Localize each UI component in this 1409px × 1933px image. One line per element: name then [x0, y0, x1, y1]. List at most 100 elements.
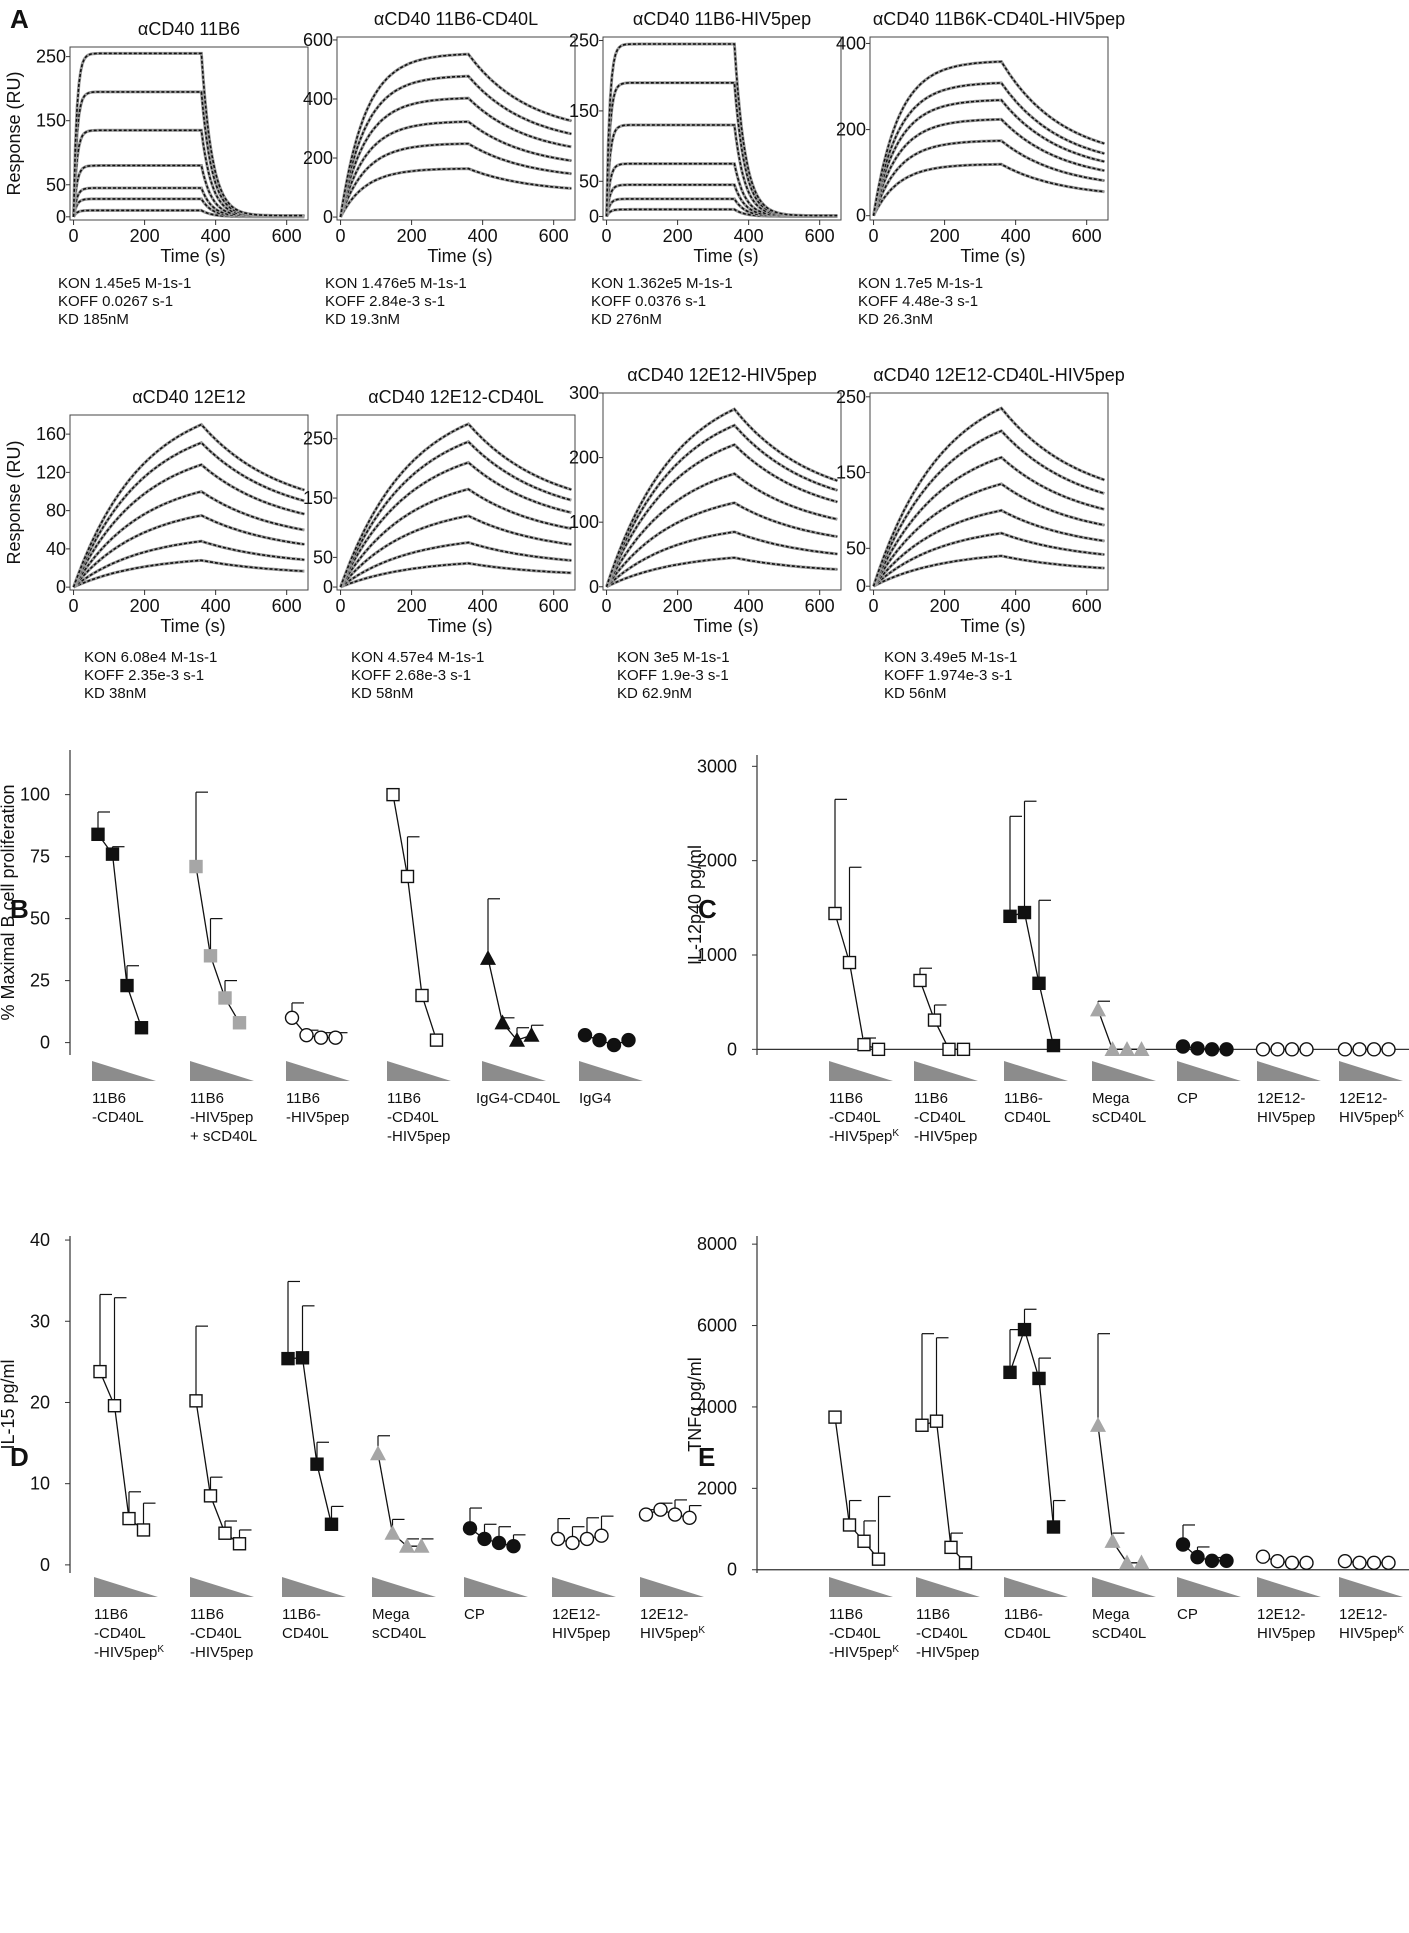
fit-curve	[872, 531, 1105, 588]
group-label: -CD40L	[916, 1625, 968, 1642]
kinetics-text: KOFF 0.0267 s-1	[58, 293, 173, 310]
x-tick-label: 600	[805, 596, 835, 616]
group-label: 11B6-	[1004, 1090, 1043, 1107]
y-tick-label: 100	[20, 785, 50, 805]
group-label: sCD40L	[372, 1625, 426, 1642]
data-curve	[873, 555, 1105, 587]
data-marker-circle	[579, 1531, 595, 1547]
y-tick-label: 200	[836, 120, 866, 140]
data-marker-square	[429, 1033, 444, 1047]
data-marker-square	[218, 991, 232, 1005]
series-line	[377, 1453, 422, 1547]
x-tick-label: 400	[201, 226, 231, 246]
data-marker-triangle	[1118, 1041, 1136, 1056]
data-marker-square	[1046, 1520, 1061, 1534]
data-curve	[339, 440, 572, 588]
series-group: 11B6- CD40L	[281, 1280, 346, 1642]
data-marker-circle	[1175, 1537, 1191, 1552]
x-tick-label: 400	[1001, 226, 1031, 246]
data-marker-circle	[1270, 1553, 1285, 1569]
data-marker-circle	[1381, 1555, 1396, 1571]
series-group: 11B6 -CD40L -HIV5pepK	[828, 1410, 899, 1661]
y-tick-label: 0	[727, 1039, 737, 1059]
group-label: IgG4	[579, 1090, 612, 1107]
group-label: Mega	[372, 1606, 410, 1623]
y-tick-label: 150	[36, 111, 66, 131]
y-tick-label: 0	[727, 1560, 737, 1580]
x-axis-label: Time (s)	[160, 246, 225, 266]
series-group: 12E12- HIV5pepK	[638, 1499, 705, 1642]
series-line	[392, 794, 438, 1041]
y-tick-label: 150	[303, 488, 333, 508]
y-tick-label: 0	[589, 577, 599, 597]
series-group: 12E12- HIV5pepK	[1337, 1553, 1404, 1642]
x-tick-label: 0	[336, 226, 346, 246]
series-line	[99, 1371, 144, 1531]
data-curve	[605, 124, 838, 217]
group-label: CD40L	[1004, 1109, 1051, 1126]
x-tick-label: 400	[201, 596, 231, 616]
group-label: CP	[464, 1606, 485, 1623]
data-marker-square	[857, 1037, 871, 1052]
chart-title: αCD40 11B6-HIV5pep	[633, 9, 811, 29]
x-tick-label: 200	[930, 596, 960, 616]
data-curve	[72, 129, 305, 217]
x-tick-label: 0	[602, 596, 612, 616]
data-marker-circle	[1190, 1549, 1205, 1565]
data-curve	[73, 559, 305, 588]
x-tick-label: 400	[468, 596, 498, 616]
series-line	[1182, 1544, 1227, 1562]
data-curve	[72, 91, 305, 217]
fit-curve	[872, 508, 1105, 588]
series-line	[1344, 1560, 1389, 1564]
data-marker-square	[828, 1410, 842, 1424]
x-tick-label: 0	[869, 596, 879, 616]
group-label: -CD40L	[914, 1109, 966, 1126]
panel-label-C: C	[698, 894, 717, 924]
group-label: 12E12-	[1257, 1606, 1305, 1623]
fit-curve	[72, 128, 305, 218]
group-label: -HIV5pepK	[94, 1644, 164, 1662]
y-tick-label: 0	[323, 207, 333, 227]
data-marker-square	[203, 1489, 218, 1503]
group-label: 11B6	[829, 1090, 863, 1107]
series-group: IgG4-CD40L	[476, 898, 560, 1107]
series-line	[1009, 1327, 1055, 1528]
group-label: -HIV5pep	[916, 1644, 979, 1661]
series-line	[919, 980, 964, 1050]
panel-label-E: E	[698, 1442, 715, 1472]
y-tick-label: 0	[56, 577, 66, 597]
data-marker-circle	[1299, 1555, 1314, 1571]
y-tick-label: 600	[303, 30, 333, 50]
dose-wedge	[1257, 1061, 1321, 1081]
group-label: + sCD40L	[190, 1128, 257, 1145]
dose-wedge	[282, 1577, 346, 1597]
x-tick-label: 0	[69, 226, 79, 246]
panel-label-D: D	[10, 1442, 29, 1472]
fit-curve	[605, 183, 838, 218]
series-group: IgG4	[577, 1027, 643, 1107]
x-axis-label: Time (s)	[427, 246, 492, 266]
fit-curve	[872, 117, 1105, 217]
x-tick-label: 600	[1072, 226, 1102, 246]
group-label: IgG4-CD40L	[476, 1090, 560, 1107]
data-marker-square	[1032, 1371, 1046, 1386]
y-tick-label: 3000	[697, 756, 737, 776]
data-marker-circle	[1337, 1042, 1353, 1057]
x-axis-label: Time (s)	[960, 246, 1025, 266]
data-marker-square	[927, 1013, 942, 1027]
series-group: 11B6- CD40L	[1003, 1308, 1068, 1642]
group-label: CD40L	[1004, 1625, 1051, 1642]
data-marker-square	[913, 973, 927, 988]
dose-wedge	[190, 1577, 254, 1597]
data-marker-circle	[477, 1531, 492, 1547]
kinetics-text: KON 1.7e5 M-1s-1	[858, 275, 983, 292]
data-marker-triangle	[413, 1537, 430, 1553]
kinetics-text: KD 62.9nM	[617, 685, 692, 702]
data-marker-triangle	[508, 1031, 526, 1047]
group-label: 11B6	[92, 1090, 126, 1107]
x-tick-label: 0	[869, 226, 879, 246]
kinetics-text: KON 3.49e5 M-1s-1	[884, 649, 1017, 666]
y-tick-label: 80	[46, 501, 66, 521]
plot-frame	[336, 36, 576, 221]
